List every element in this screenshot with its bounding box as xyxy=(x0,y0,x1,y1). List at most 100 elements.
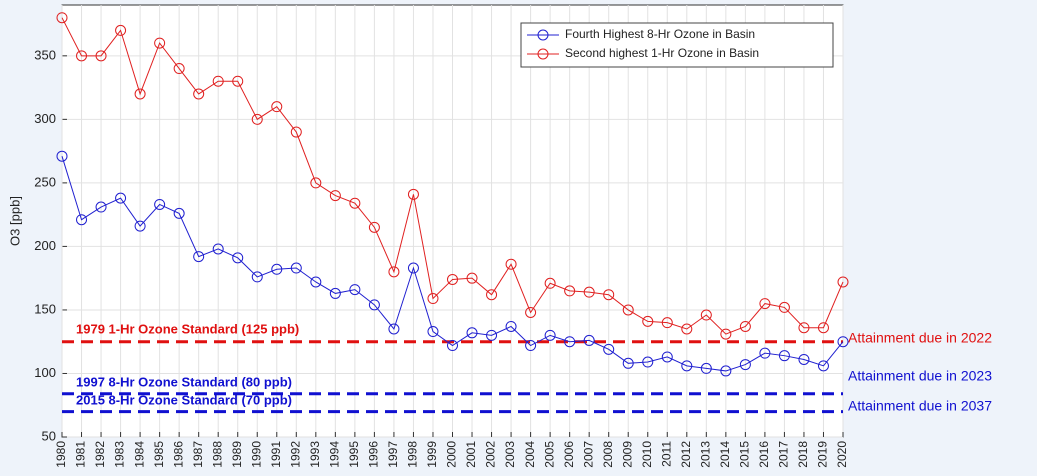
x-tick-label: 2006 xyxy=(562,441,576,468)
y-tick-label: 200 xyxy=(34,238,56,253)
point xyxy=(310,276,322,288)
point xyxy=(251,113,263,125)
point xyxy=(486,289,498,301)
x-tick-label: 2002 xyxy=(484,441,498,468)
x-tick-label: 1992 xyxy=(288,441,302,468)
point xyxy=(427,293,439,305)
x-tick-label: 2020 xyxy=(835,441,849,468)
point xyxy=(603,289,615,301)
point xyxy=(349,197,361,209)
point xyxy=(193,251,205,263)
point xyxy=(95,50,107,62)
y-tick-label: 100 xyxy=(34,365,56,380)
x-tick-label: 1988 xyxy=(210,441,224,468)
x-tick-label: 2019 xyxy=(816,441,830,468)
x-tick-label: 2008 xyxy=(601,441,615,468)
legend-marker xyxy=(537,29,549,41)
point xyxy=(154,37,166,49)
point xyxy=(310,177,322,189)
x-tick-label: 1998 xyxy=(406,441,420,468)
reference-annotation: Attainment due in 2023 xyxy=(848,368,992,384)
x-tick-label: 1991 xyxy=(269,441,283,468)
point xyxy=(681,360,693,372)
point xyxy=(720,365,732,377)
x-tick-label: 1986 xyxy=(171,441,185,468)
point xyxy=(134,88,146,100)
point xyxy=(700,362,712,374)
x-tick-label: 1993 xyxy=(308,441,322,468)
point xyxy=(681,323,693,335)
point xyxy=(622,304,634,316)
x-tick-label: 2016 xyxy=(757,441,771,468)
point xyxy=(778,350,790,362)
point xyxy=(193,88,205,100)
x-tick-label: 2015 xyxy=(738,441,752,468)
y-axis-label: O3 [ppb] xyxy=(7,196,22,246)
point xyxy=(329,287,341,299)
x-tick-label: 1989 xyxy=(230,441,244,468)
point xyxy=(388,323,400,335)
point xyxy=(212,75,224,87)
reference-label: 1979 1-Hr Ozone Standard (125 ppb) xyxy=(76,321,299,336)
point xyxy=(837,276,849,288)
series-line xyxy=(61,156,844,372)
point xyxy=(564,336,576,348)
point xyxy=(720,328,732,340)
x-tick-label: 2000 xyxy=(445,441,459,468)
y-tick-label: 50 xyxy=(42,428,56,443)
point xyxy=(486,329,498,341)
point xyxy=(759,298,771,310)
reference-annotation: Attainment due in 2022 xyxy=(848,329,992,345)
y-tick-label: 350 xyxy=(34,47,56,62)
x-tick-label: 1990 xyxy=(249,441,263,468)
point xyxy=(642,356,654,368)
x-tick-label: 2007 xyxy=(581,441,595,468)
point xyxy=(798,322,810,334)
point xyxy=(505,258,517,270)
point xyxy=(466,272,478,284)
point xyxy=(583,286,595,298)
point xyxy=(368,299,380,311)
point xyxy=(544,277,556,289)
x-tick-label: 1981 xyxy=(74,441,88,468)
point xyxy=(154,198,166,210)
legend-label: Fourth Highest 8-Hr Ozone in Basin xyxy=(565,27,755,41)
point xyxy=(115,192,127,204)
y-tick-label: 250 xyxy=(34,174,56,189)
x-tick-label: 1997 xyxy=(386,441,400,468)
reference-label: 2015 8-Hr Ozone Standard (70 ppb) xyxy=(76,392,292,407)
x-tick-label: 2001 xyxy=(464,441,478,468)
point xyxy=(232,252,244,264)
point xyxy=(447,273,458,285)
y-tick-label: 150 xyxy=(34,301,56,316)
point xyxy=(739,359,751,371)
x-tick-label: 1994 xyxy=(328,441,342,468)
x-tick-label: 1999 xyxy=(425,441,439,468)
point xyxy=(817,322,829,334)
point xyxy=(622,357,634,369)
point xyxy=(447,340,458,352)
x-tick-label: 2003 xyxy=(503,441,517,468)
point xyxy=(739,320,751,332)
legend xyxy=(520,22,834,68)
point xyxy=(603,343,615,355)
point xyxy=(251,271,263,283)
x-tick-label: 1980 xyxy=(54,441,68,468)
point xyxy=(329,190,341,202)
point xyxy=(76,214,88,226)
point xyxy=(134,220,146,232)
point xyxy=(642,315,654,327)
x-tick-label: 1985 xyxy=(152,441,166,468)
point xyxy=(271,263,283,275)
point xyxy=(271,101,283,113)
point xyxy=(407,262,419,274)
y-tick-label: 300 xyxy=(34,111,56,126)
series-line xyxy=(61,17,844,335)
point xyxy=(837,336,849,348)
x-tick-label: 2017 xyxy=(777,441,791,468)
point xyxy=(56,12,68,24)
point xyxy=(368,221,380,233)
x-tick-label: 2018 xyxy=(796,441,810,468)
x-tick-label: 1984 xyxy=(132,441,146,468)
